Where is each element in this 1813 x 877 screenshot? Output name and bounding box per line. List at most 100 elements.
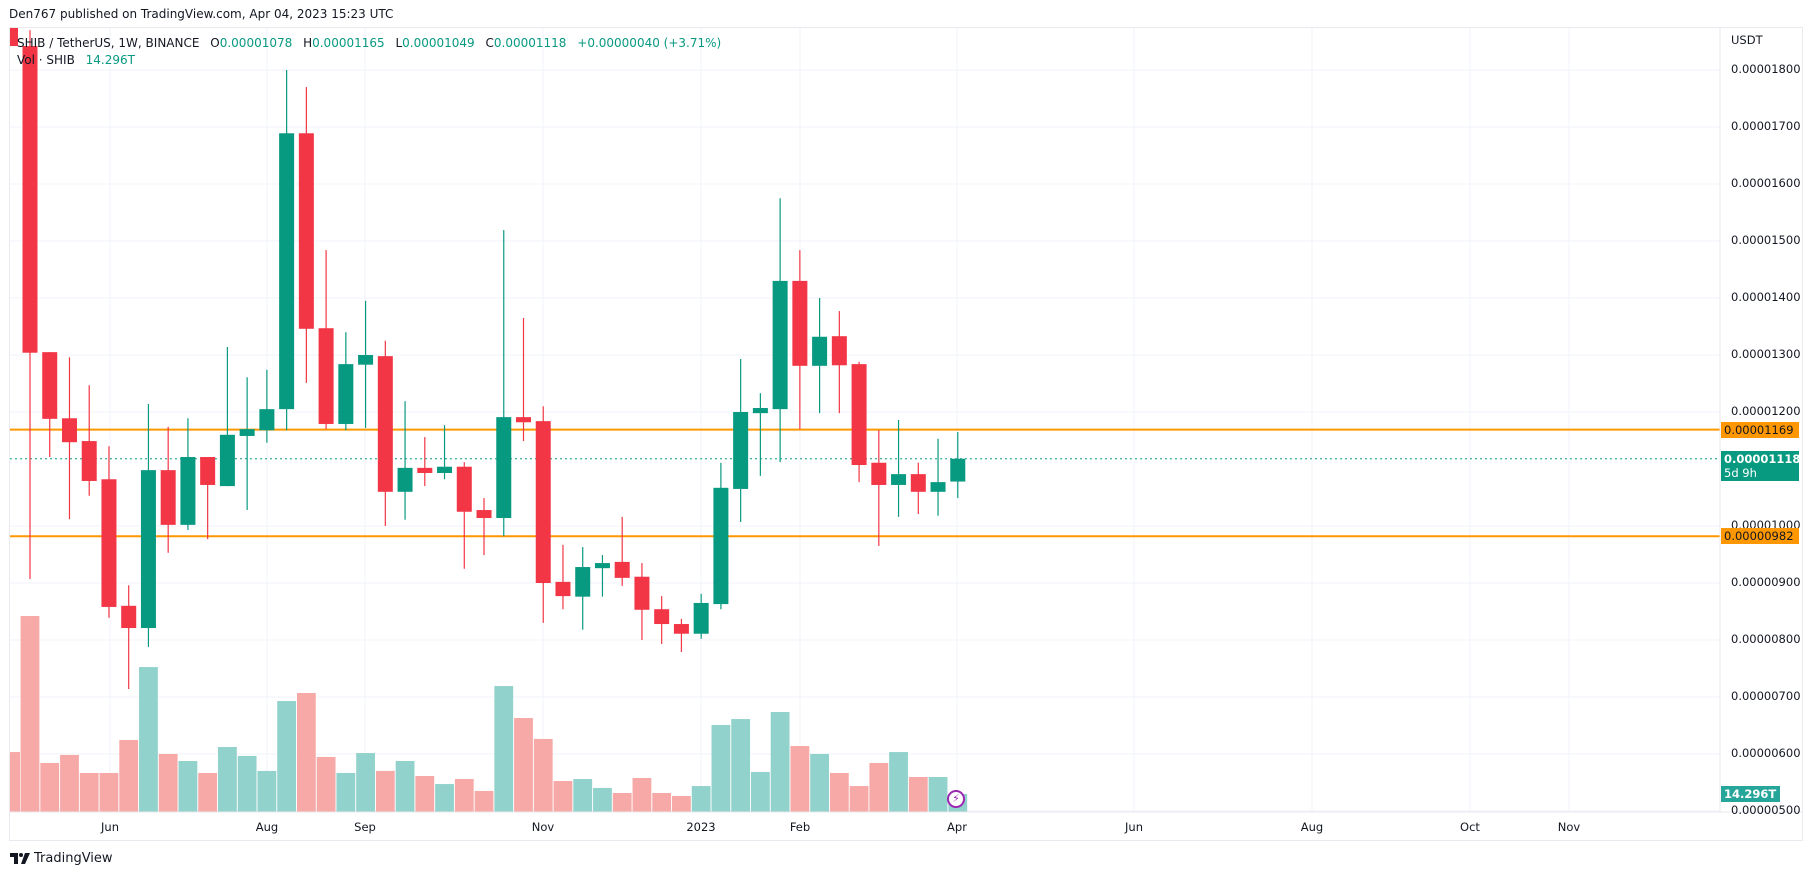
price-tick-label: 0.00000800	[1731, 632, 1801, 646]
volume-bar	[573, 779, 593, 812]
volume-bar	[652, 792, 672, 812]
candle	[437, 425, 453, 480]
open-value: 0.00001078	[219, 36, 293, 50]
candle-body	[456, 466, 472, 512]
candle	[634, 563, 650, 640]
candle-body	[397, 467, 413, 492]
candle-body	[516, 417, 531, 423]
volume-bar	[257, 770, 277, 812]
time-tick-label: Aug	[255, 820, 279, 834]
candle-body	[140, 470, 156, 629]
volume-bar	[99, 772, 119, 812]
candle-body	[812, 336, 828, 366]
candle	[555, 544, 571, 610]
candle-body	[693, 602, 709, 634]
symbol-title[interactable]: SHIB / TetherUS, 1W, BINANCE	[17, 36, 200, 50]
time-tick-label: Oct	[1460, 820, 1480, 834]
candle	[851, 361, 867, 483]
candle-body	[930, 482, 946, 492]
candle-body	[318, 328, 334, 424]
volume-bar	[711, 724, 731, 812]
volume-bars	[10, 616, 968, 812]
candle-body	[891, 474, 907, 485]
volume-bar	[60, 754, 79, 812]
lightning-icon[interactable]: ⚡︎	[947, 790, 965, 808]
candle	[121, 585, 137, 690]
candle	[298, 87, 314, 383]
volume-bar	[889, 752, 908, 812]
time-tick-label: Feb	[789, 820, 811, 834]
candle-body	[871, 462, 887, 485]
candle-body	[338, 364, 354, 424]
candle	[61, 357, 77, 520]
candle	[516, 317, 531, 442]
candle	[417, 437, 433, 487]
candle-body	[160, 470, 176, 525]
time-tick-label: Nov	[531, 820, 555, 834]
candle-body	[535, 421, 551, 583]
volume-bar	[375, 770, 395, 812]
candle-body	[614, 561, 630, 578]
volume-bar	[435, 784, 454, 812]
volume-bar	[218, 747, 237, 812]
volume-bar	[612, 792, 632, 812]
candle-body	[792, 280, 808, 366]
volume-bar	[79, 772, 99, 812]
candle	[654, 596, 670, 644]
chart-legend: SHIB / TetherUS, 1W, BINANCE O0.00001078…	[17, 35, 721, 69]
price-tick-label: 0.00000500	[1731, 803, 1801, 817]
candle-body	[713, 487, 729, 605]
open-label: O	[210, 36, 220, 50]
candle	[614, 516, 630, 586]
candle-body	[358, 355, 374, 365]
volume-bar	[928, 776, 948, 812]
candle-body	[279, 133, 295, 410]
volume-bar	[849, 786, 869, 812]
candle-body	[200, 457, 216, 485]
candle-body	[910, 474, 926, 492]
volume-bar	[494, 686, 514, 812]
time-tick-label: Jun	[101, 820, 119, 834]
candle-body	[81, 441, 97, 481]
candle-body	[950, 458, 966, 482]
level-price-tag: 0.00001169	[1721, 421, 1799, 438]
candle	[693, 593, 709, 639]
candle-body	[219, 434, 235, 487]
volume-bar	[20, 616, 40, 812]
candle-body	[772, 280, 788, 410]
time-tick-label: 2023	[686, 820, 716, 834]
volume-bar	[691, 786, 711, 812]
candle	[772, 198, 788, 463]
candle	[377, 340, 393, 526]
candle	[476, 498, 492, 556]
volume-bar	[869, 763, 889, 812]
last-price-tag: 0.00001118 5d 9h	[1721, 450, 1800, 481]
volume-label[interactable]: Vol · SHIB	[17, 53, 75, 67]
price-tick-label: 0.00000700	[1731, 689, 1801, 703]
time-tick-label: Apr	[947, 820, 967, 834]
candle-body	[61, 418, 77, 443]
candle-body	[417, 467, 433, 473]
candle	[318, 250, 334, 430]
candle-body	[42, 352, 58, 419]
high-label: H	[303, 36, 313, 50]
time-tick-label: Aug	[1300, 820, 1324, 834]
volume-bar	[770, 712, 790, 812]
volume-bar	[415, 775, 435, 812]
volume-bar	[553, 781, 573, 812]
volume-bar	[790, 746, 810, 812]
candle-body	[121, 605, 137, 629]
volume-bar	[474, 790, 494, 812]
level-price-tag: 0.00000982	[1721, 528, 1799, 545]
candle	[752, 393, 768, 476]
chart-frame[interactable]	[9, 27, 1803, 841]
volume-bar	[395, 760, 415, 812]
candle	[575, 547, 591, 630]
countdown-value: 5d 9h	[1724, 465, 1757, 480]
candle-body	[259, 409, 275, 431]
candle	[713, 462, 729, 610]
candle-body	[555, 581, 571, 597]
candle-body	[22, 46, 38, 353]
currency-label[interactable]: USDT	[1731, 33, 1763, 47]
